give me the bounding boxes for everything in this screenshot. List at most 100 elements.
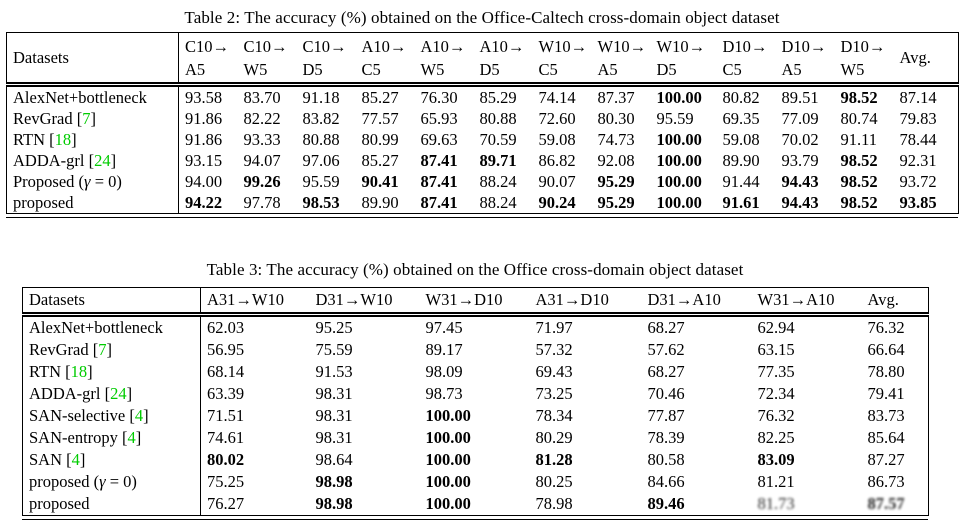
accuracy-cell: 88.24 (474, 192, 533, 214)
accuracy-value: 98.52 (840, 151, 878, 170)
accuracy-value: 68.27 (647, 318, 685, 337)
citation-number: 4 (134, 406, 144, 425)
accuracy-value: 93.58 (185, 88, 223, 107)
column-header-target: D5 (302, 59, 323, 79)
accuracy-cell: 91.86 (179, 108, 238, 129)
accuracy-cell: 89.51 (776, 85, 835, 109)
method-label: proposed (22, 493, 201, 516)
accuracy-cell: 100.00 (651, 85, 717, 109)
column-header-target: W5 (243, 59, 268, 79)
accuracy-cell: 87.27 (862, 449, 929, 471)
accuracy-cell: 98.98 (310, 493, 420, 516)
accuracy-cell: 93.85 (894, 192, 959, 214)
accuracy-value: 70.46 (647, 384, 685, 403)
accuracy-cell: 91.53 (310, 361, 420, 383)
accuracy-value: 91.86 (185, 130, 223, 149)
accuracy-value: 72.34 (757, 384, 795, 403)
accuracy-value: 65.93 (420, 109, 458, 128)
accuracy-value: 57.32 (535, 340, 573, 359)
method-label: proposed (6, 192, 179, 214)
accuracy-cell: 81.28 (530, 449, 642, 471)
accuracy-value: 84.66 (647, 472, 685, 491)
accuracy-value: 98.98 (315, 472, 353, 491)
accuracy-value: 98.53 (302, 193, 340, 212)
table-row: RTN [18] 91.86 93.33 80.88 80.99 69.63 70.59 59… (6, 129, 959, 150)
accuracy-cell: 87.37 (592, 85, 651, 109)
accuracy-cell: 80.88 (297, 129, 356, 150)
accuracy-cell: 82.25 (752, 427, 862, 449)
accuracy-value: 80.88 (479, 109, 517, 128)
accuracy-cell: 90.07 (533, 171, 592, 192)
accuracy-cell: 71.97 (530, 315, 642, 340)
accuracy-cell: 100.00 (651, 192, 717, 214)
accuracy-cell: 92.08 (592, 150, 651, 171)
accuracy-cell: 87.41 (415, 171, 474, 192)
table3-caption: Table 3: The accuracy (%) obtained on th… (206, 260, 744, 279)
accuracy-cell: 100.00 (420, 405, 530, 427)
accuracy-cell: 98.31 (310, 383, 420, 405)
accuracy-value: 80.02 (207, 450, 245, 469)
accuracy-value: 98.98 (315, 494, 353, 513)
accuracy-value: 97.06 (302, 151, 340, 170)
accuracy-value: 100.00 (425, 406, 471, 425)
accuracy-cell: 97.06 (297, 150, 356, 171)
accuracy-cell: 91.86 (179, 129, 238, 150)
table-row: proposed 94.22 97.78 98.53 89.90 87.41 88.24 90… (6, 192, 959, 214)
accuracy-cell: 75.25 (201, 471, 310, 493)
accuracy-cell: 68.27 (642, 361, 752, 383)
method-label: SAN [4] (22, 449, 201, 471)
accuracy-value: 82.22 (243, 109, 281, 128)
accuracy-value: 90.07 (538, 172, 576, 191)
citation-number: 7 (82, 109, 91, 128)
accuracy-value: 77.09 (781, 109, 819, 128)
accuracy-value: 85.64 (867, 428, 905, 447)
accuracy-value: 100.00 (425, 450, 471, 469)
accuracy-value: 85.27 (361, 88, 399, 107)
accuracy-value: 57.62 (647, 340, 685, 359)
accuracy-cell: 74.73 (592, 129, 651, 150)
accuracy-cell: 94.07 (238, 150, 297, 171)
accuracy-value: 72.60 (538, 109, 576, 128)
accuracy-cell: 100.00 (420, 427, 530, 449)
accuracy-cell: 79.83 (894, 108, 959, 129)
citation-number: 7 (98, 340, 107, 359)
accuracy-cell: 86.82 (533, 150, 592, 171)
accuracy-cell: 68.14 (201, 361, 310, 383)
header-row: Datasets A31→W10 D31→W10 W31→D10 A31→D10 D31→… (22, 287, 929, 317)
accuracy-cell: 91.44 (717, 171, 776, 192)
accuracy-cell: 69.43 (530, 361, 642, 383)
accuracy-cell: 80.29 (530, 427, 642, 449)
accuracy-value: 91.11 (840, 130, 878, 149)
accuracy-cell: 95.59 (651, 108, 717, 129)
accuracy-value: 76.32 (867, 318, 905, 337)
accuracy-cell: 72.34 (752, 383, 862, 405)
accuracy-cell: 80.58 (642, 449, 752, 471)
accuracy-value: 63.15 (757, 340, 795, 359)
accuracy-value: 94.43 (781, 172, 819, 191)
accuracy-cell: 95.29 (592, 171, 651, 192)
avg-header: Avg. (861, 287, 929, 317)
column-header: A10→ W5 (414, 32, 474, 87)
column-header-source: W10→ (656, 36, 706, 56)
accuracy-value: 98.31 (315, 384, 353, 403)
accuracy-cell: 87.41 (415, 150, 474, 171)
accuracy-cell: 100.00 (420, 449, 530, 471)
accuracy-cell: 74.61 (201, 427, 310, 449)
accuracy-value: 69.63 (420, 130, 458, 149)
accuracy-cell: 83.82 (297, 108, 356, 129)
table-row: AlexNet+bottleneck 62.03 95.25 97.45 71.97 68… (22, 314, 929, 340)
table-row: RevGrad [7] 56.95 75.59 89.17 57.32 57.62 63.1… (22, 339, 929, 361)
table-row: ADDA-grl [24] 63.39 98.31 98.73 73.25 70.46 72… (22, 383, 929, 405)
accuracy-value: 80.82 (722, 88, 760, 107)
accuracy-cell: 89.71 (474, 150, 533, 171)
accuracy-value: 78.39 (647, 428, 685, 447)
table-row: RTN [18] 68.14 91.53 98.09 69.43 68.27 77.35 78… (22, 361, 929, 383)
accuracy-value: 92.31 (899, 151, 937, 170)
accuracy-value: 87.41 (420, 193, 458, 212)
accuracy-value: 100.00 (656, 130, 702, 149)
column-header: C10→ D5 (296, 32, 356, 87)
accuracy-value: 95.59 (656, 109, 694, 128)
accuracy-value: 91.44 (722, 172, 760, 191)
accuracy-cell: 76.27 (201, 493, 310, 516)
